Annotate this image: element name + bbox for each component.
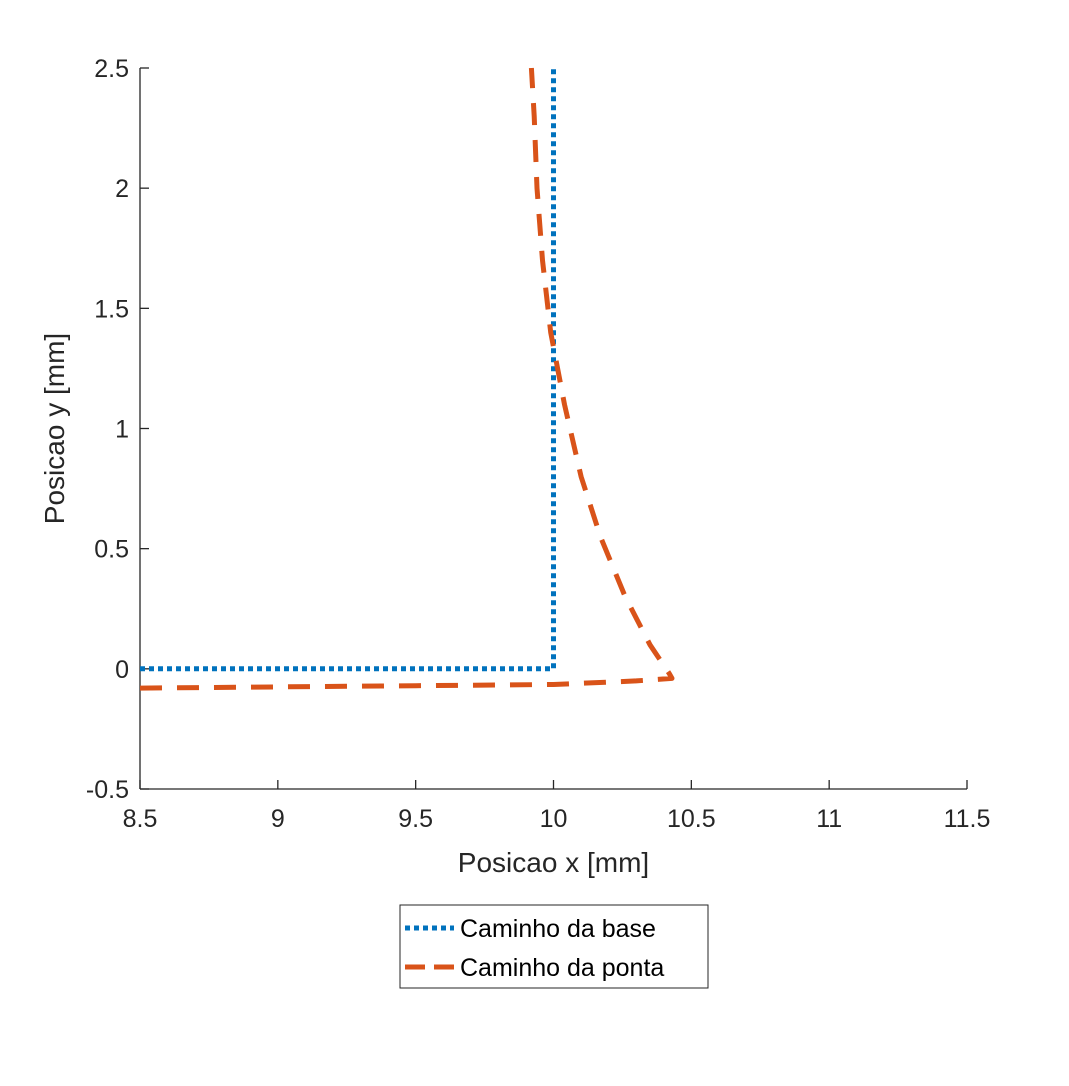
series-line-1	[139, 67, 675, 691]
y-tick-label: 0	[115, 656, 129, 684]
legend: Caminho da base Caminho da ponta	[399, 904, 709, 989]
y-tick-label: 2	[115, 175, 129, 203]
plot-series	[139, 67, 675, 691]
x-tick-label: 10.5	[667, 805, 716, 833]
series-line-0	[140, 68, 556, 672]
x-tick-label: 11.5	[944, 805, 991, 833]
y-tick-label: 1.5	[94, 295, 129, 323]
legend-box	[399, 904, 709, 989]
legend-label-ponta: Caminho da ponta	[460, 954, 664, 982]
x-tick-label: 10	[540, 805, 568, 833]
legend-label-base: Caminho da base	[460, 915, 656, 943]
y-tick-label: 1	[115, 416, 129, 444]
axes: 8.5 9 9.5 10 10.5 11 11.5-0.500.511.522.5	[86, 55, 991, 833]
y-tick-label: 2.5	[94, 55, 129, 83]
x-tick-label: 9.5	[398, 805, 433, 833]
x-tick-label: 11	[816, 805, 842, 833]
x-tick-label: 8.5	[123, 805, 158, 833]
x-tick-label: 9	[271, 805, 285, 833]
y-axis-label: Posicao y [mm]	[39, 333, 70, 524]
y-tick-label: 0.5	[94, 536, 129, 564]
y-tick-label: -0.5	[86, 776, 129, 804]
x-axis-label: Posicao x [mm]	[458, 847, 649, 878]
